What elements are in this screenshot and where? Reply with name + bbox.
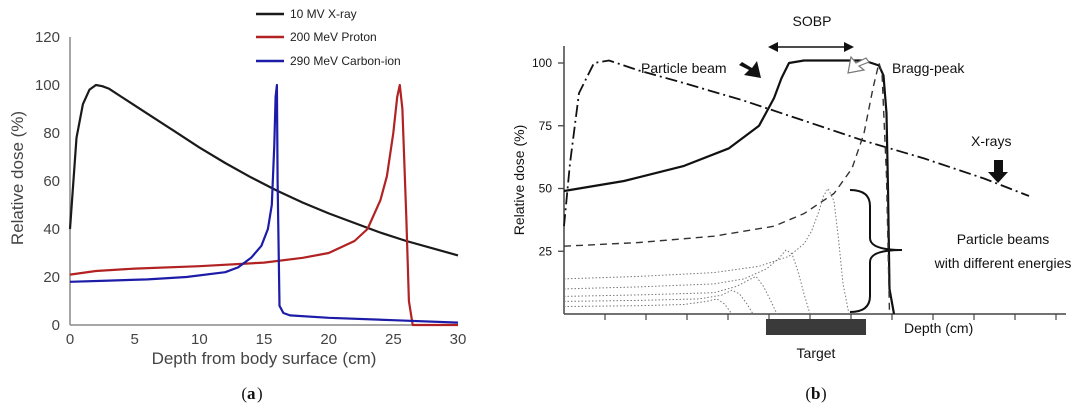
b-series-beam-4 <box>563 275 778 315</box>
xrays-label: X-rays <box>971 133 1011 149</box>
a-caption-close: ) <box>257 384 263 403</box>
target-bar <box>766 319 866 335</box>
b-caption-close: ) <box>821 384 827 403</box>
a-caption-open: ( <box>241 384 247 403</box>
a-y-tick-label-2: 40 <box>43 221 60 238</box>
a-y-tick-label-0: 0 <box>52 317 60 334</box>
b-series-sobp <box>563 59 896 315</box>
a-y-axis-label: Relative dose (%) <box>8 111 27 245</box>
particle-beams-label-line1: Particle beams <box>957 231 1050 247</box>
target-label: Target <box>797 345 836 361</box>
b-series-beam-1 <box>563 62 891 315</box>
a-y-tick-label-5: 100 <box>35 77 60 94</box>
sobp-arrow <box>768 42 854 52</box>
energies-brace <box>849 189 903 313</box>
a-x-tick-label-3: 15 <box>256 331 273 348</box>
a-series-proton <box>69 83 458 327</box>
b-y-tick-label-2: 75 <box>539 119 553 133</box>
particle-beam-arrow <box>739 61 761 78</box>
b-series-beam-3 <box>563 249 811 315</box>
a-x-tick-label-5: 25 <box>385 331 402 348</box>
a-x-tick-label-6: 30 <box>450 331 467 348</box>
a-series <box>68 83 459 327</box>
b-y-tick-label-1: 50 <box>539 182 553 196</box>
panel-a-chart: 0 20 40 60 80 100 120 0 5 10 15 20 25 30 10 MV X-ray … <box>8 7 466 403</box>
bragg-peak-label: Bragg-peak <box>892 60 965 76</box>
b-series-xrays <box>563 59 1030 227</box>
a-x-tick-label-1: 5 <box>130 331 138 348</box>
a-y-tick-label-1: 20 <box>43 269 60 286</box>
b-caption-open: ( <box>805 384 811 403</box>
a-y-tick-label-3: 60 <box>43 173 60 190</box>
b-ticks: 25 50 75 100 <box>532 56 1057 320</box>
a-series-carbon <box>69 83 459 324</box>
legend-label-carbon: 290 MeV Carbon-ion <box>290 54 401 68</box>
b-series-beam-2 <box>563 188 850 315</box>
b-y-tick-label-0: 25 <box>539 244 553 258</box>
a-y-tick-label-4: 80 <box>43 125 60 142</box>
b-series <box>563 59 1030 315</box>
particle-beam-label: Particle beam <box>641 60 727 76</box>
b-x-axis-label: Depth (cm) <box>904 320 973 336</box>
xrays-arrow <box>988 160 1008 183</box>
b-y-tick-label-3: 100 <box>532 56 552 70</box>
b-caption-letter: b <box>811 384 820 403</box>
sobp-label: SOBP <box>793 13 832 29</box>
a-legend: 10 MV X-ray 200 MeV Proton 290 MeV Carbo… <box>256 7 401 68</box>
b-y-axis-label: Relative dose (%) <box>511 125 527 236</box>
a-x-tick-label-0: 0 <box>66 331 74 348</box>
a-caption-letter: a <box>247 384 256 403</box>
a-series-xray <box>68 83 459 257</box>
a-y-tick-label-6: 120 <box>35 29 60 46</box>
particle-beams-label-line2: with different energies <box>934 255 1072 271</box>
a-x-tick-label-4: 20 <box>320 331 337 348</box>
legend-label-xray: 10 MV X-ray <box>290 7 357 21</box>
legend-label-proton: 200 MeV Proton <box>290 30 377 44</box>
a-x-axis-label: Depth from body surface (cm) <box>152 349 377 368</box>
bragg-peak-arrow <box>847 55 870 74</box>
a-x-tick-label-2: 10 <box>191 331 208 348</box>
b-series-beam-5 <box>563 289 754 315</box>
a-tick-labels: 0 20 40 60 80 100 120 0 5 10 15 20 25 30 <box>35 29 466 348</box>
